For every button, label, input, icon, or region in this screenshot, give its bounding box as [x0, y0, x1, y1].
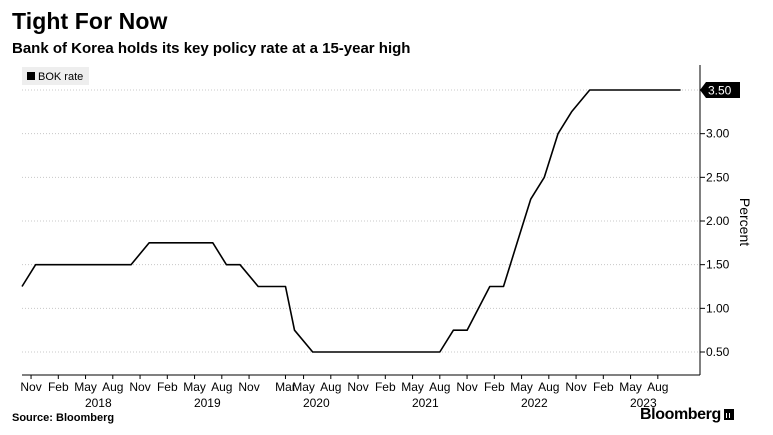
bok-rate-line [21, 89, 681, 353]
chart-subtitle: Bank of Korea holds its key policy rate … [12, 40, 411, 57]
y-tick-label: 0.50 [706, 345, 730, 359]
chart-title: Tight For Now [12, 8, 168, 34]
last-value-tag [700, 82, 740, 98]
axes [22, 65, 705, 379]
x-tick-label: Aug [320, 380, 341, 394]
x-tick-label: May [510, 380, 533, 394]
x-year-label: 2022 [521, 396, 548, 410]
x-tick-label: May [74, 380, 97, 394]
legend: BOK rate [22, 67, 89, 85]
x-tick-label: Nov [20, 380, 41, 394]
x-tick-label: Nov [347, 380, 368, 394]
logo-text: Bloomberg [640, 406, 721, 423]
x-tick-label: Nov [565, 380, 586, 394]
legend-box [22, 67, 89, 85]
bloomberg-terminal-icon [723, 409, 734, 420]
x-year-label: 2021 [412, 396, 439, 410]
x-tick-label: Aug [538, 380, 559, 394]
legend-label: BOK rate [38, 71, 83, 83]
x-tick-label: Feb [157, 380, 178, 394]
x-tick-label: May [401, 380, 424, 394]
x-tick-label: Nov [129, 380, 150, 394]
x-tick-label: May [292, 380, 315, 394]
x-year-label: 2023 [630, 396, 657, 410]
x-year-label: 2019 [194, 396, 221, 410]
gridlines [22, 89, 700, 353]
x-tick-label: Feb [375, 380, 396, 394]
x-tick-label: Mar [275, 380, 296, 394]
x-tick-label: Aug [211, 380, 232, 394]
x-tick-label: May [619, 380, 642, 394]
y-tick-label: 2.00 [706, 214, 730, 228]
x-tick-label: Feb [484, 380, 505, 394]
x-tick-label: Feb [593, 380, 614, 394]
x-tick-label: Feb [48, 380, 69, 394]
source-note: Source: Bloomberg [12, 412, 115, 424]
x-year-label: 2020 [303, 396, 330, 410]
y-tick-label: 1.50 [706, 258, 730, 272]
x-tick-label: Aug [102, 380, 123, 394]
x-tick-label: Aug [647, 380, 668, 394]
y-tick-label: 3.00 [706, 127, 730, 141]
x-tick-label: Nov [456, 380, 477, 394]
y-tick-label: 2.50 [706, 170, 730, 184]
legend-swatch [27, 72, 35, 80]
y-axis-title: Percent [737, 198, 753, 246]
y-tick-label: 1.00 [706, 301, 730, 315]
x-tick-label: Nov [238, 380, 259, 394]
bloomberg-logo: Bloomberg [640, 406, 734, 424]
series-lines [21, 89, 681, 353]
x-tick-label: May [183, 380, 206, 394]
x-tick-label: Aug [429, 380, 450, 394]
last-value-label: 3.50 [708, 84, 732, 98]
x-year-label: 2018 [85, 396, 112, 410]
axis-labels: 0.50 1.00 1.50 2.00 2.50 3.00 Percent Nov Feb May… [20, 82, 753, 410]
